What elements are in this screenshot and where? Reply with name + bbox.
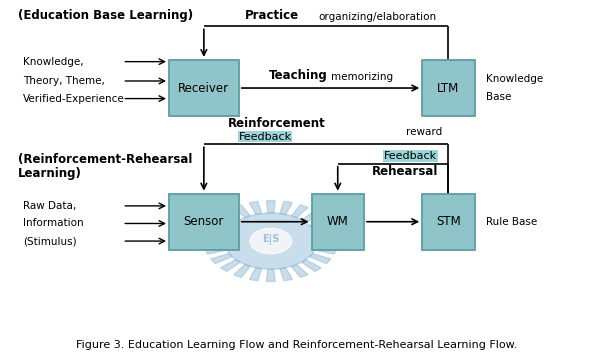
Text: (Education Base Learning): (Education Base Learning)	[18, 9, 192, 22]
Text: WM: WM	[327, 215, 349, 228]
Polygon shape	[249, 201, 262, 214]
Polygon shape	[315, 247, 336, 254]
Circle shape	[224, 213, 317, 269]
Text: Learning): Learning)	[18, 167, 81, 180]
Polygon shape	[292, 265, 308, 278]
Polygon shape	[205, 228, 227, 236]
Polygon shape	[280, 268, 292, 281]
Text: Base: Base	[486, 92, 511, 102]
Text: Knowledge: Knowledge	[486, 74, 544, 84]
Polygon shape	[317, 238, 337, 244]
Polygon shape	[204, 238, 225, 244]
Polygon shape	[220, 260, 240, 271]
Text: memorizing: memorizing	[331, 72, 394, 82]
Text: (Reinforcement-Rehearsal: (Reinforcement-Rehearsal	[18, 153, 192, 166]
Polygon shape	[220, 211, 240, 223]
Polygon shape	[233, 205, 250, 218]
FancyBboxPatch shape	[311, 194, 364, 250]
Text: Receiver: Receiver	[178, 81, 229, 94]
Text: Feedback: Feedback	[238, 131, 292, 141]
Polygon shape	[280, 201, 292, 214]
Text: STM: STM	[436, 215, 461, 228]
Text: Knowledge,: Knowledge,	[23, 57, 84, 67]
Polygon shape	[211, 253, 232, 264]
Text: E|S: E|S	[262, 234, 280, 245]
Polygon shape	[309, 253, 331, 264]
Text: reward: reward	[406, 127, 443, 136]
FancyBboxPatch shape	[422, 60, 475, 116]
Text: LTM: LTM	[437, 81, 460, 94]
Text: Sensor: Sensor	[184, 215, 224, 228]
Polygon shape	[267, 269, 275, 281]
Polygon shape	[302, 211, 321, 223]
Polygon shape	[315, 228, 336, 236]
Text: (Stimulus): (Stimulus)	[23, 236, 77, 246]
Polygon shape	[309, 219, 331, 229]
Polygon shape	[205, 247, 227, 254]
Text: organizing/elaboration: organizing/elaboration	[318, 12, 436, 22]
Text: Figure 3. Education Learning Flow and Reinforcement-Rehearsal Learning Flow.: Figure 3. Education Learning Flow and Re…	[76, 340, 518, 350]
Text: Information: Information	[23, 219, 84, 228]
Text: Rehearsal: Rehearsal	[371, 165, 438, 178]
Text: Teaching: Teaching	[269, 69, 328, 82]
FancyBboxPatch shape	[169, 60, 239, 116]
Circle shape	[250, 228, 292, 254]
Polygon shape	[249, 268, 262, 281]
FancyBboxPatch shape	[422, 194, 475, 250]
Text: Feedback: Feedback	[384, 151, 437, 161]
Polygon shape	[302, 260, 321, 271]
Text: Verified-Experience: Verified-Experience	[23, 94, 125, 104]
Polygon shape	[211, 219, 232, 229]
FancyBboxPatch shape	[169, 194, 239, 250]
Text: Theory, Theme,: Theory, Theme,	[23, 76, 105, 86]
Text: Reinforcement: Reinforcement	[228, 117, 326, 130]
Polygon shape	[267, 201, 275, 213]
Polygon shape	[233, 265, 250, 278]
Polygon shape	[292, 205, 308, 218]
Text: Practice: Practice	[245, 9, 299, 22]
Text: Rule Base: Rule Base	[486, 217, 538, 227]
Text: Raw Data,: Raw Data,	[23, 201, 77, 211]
